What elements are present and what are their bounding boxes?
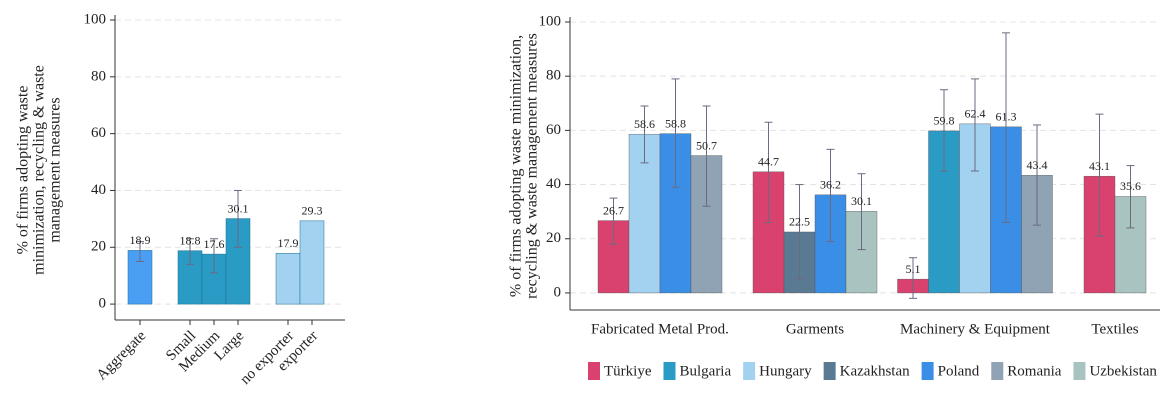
- y-axis-title: % of firms adopting waste minimization, r…: [15, 65, 64, 275]
- data-label: 35.6: [1120, 179, 1141, 193]
- legend-swatch: [588, 362, 600, 380]
- data-label: 17.6: [204, 237, 225, 251]
- legend-label: Uzbekistan: [1089, 363, 1157, 379]
- data-label: 18.8: [180, 233, 201, 247]
- y-tick-label: 60: [546, 122, 561, 138]
- legend-swatch: [1073, 362, 1086, 380]
- data-label: 58.6: [634, 117, 655, 131]
- data-label: 17.9: [278, 236, 299, 250]
- data-label: 59.8: [934, 114, 955, 128]
- y-axis-title: % of firms adopting waste minimization, r…: [508, 33, 541, 299]
- legend-swatch: [663, 362, 676, 380]
- data-label: 43.1: [1089, 159, 1110, 173]
- data-label: 26.7: [603, 203, 624, 217]
- y-tick-label: 20: [546, 230, 561, 246]
- data-label: 22.5: [789, 215, 810, 229]
- y-tick-label: 80: [546, 68, 561, 84]
- data-label: 30.1: [228, 201, 249, 215]
- data-label: 61.3: [996, 110, 1017, 124]
- y-tick-label: 100: [84, 11, 107, 27]
- y-tick-label: 100: [539, 13, 562, 29]
- data-label: 29.3: [302, 204, 323, 218]
- data-label: 43.4: [1027, 158, 1048, 172]
- y-tick-label: 0: [554, 284, 562, 300]
- y-tick-label: 0: [99, 296, 107, 312]
- data-label: 44.7: [758, 155, 779, 169]
- y-axis-title-line: % of firms adopting waste: [15, 86, 32, 255]
- data-label: 5.1: [906, 262, 921, 276]
- legend-label: Poland: [938, 363, 980, 379]
- y-axis-title-line: % of firms adopting waste minimization,: [508, 35, 525, 297]
- legend-swatch: [743, 362, 756, 380]
- legend-label: Kazakhstan: [840, 363, 910, 379]
- bar: [299, 220, 325, 305]
- legend-swatch: [991, 362, 1004, 380]
- x-tick-label: Fabricated Metal Prod.: [591, 321, 729, 337]
- data-label: 36.2: [820, 178, 841, 192]
- data-label: 50.7: [696, 138, 717, 152]
- y-axis-title-line: minimization, recycling & waste: [31, 65, 48, 275]
- y-tick-label: 40: [91, 182, 106, 198]
- data-label: 18.9: [130, 233, 151, 247]
- legend-label: Romania: [1007, 363, 1061, 379]
- data-label: 58.8: [665, 116, 686, 130]
- legend-label: Türkiye: [604, 363, 652, 379]
- x-tick-label: Garments: [786, 321, 844, 337]
- legend-label: Bulgaria: [679, 363, 731, 379]
- data-label: 62.4: [965, 107, 986, 121]
- x-tick-label: Aggregate: [94, 328, 150, 384]
- y-tick-label: 40: [546, 176, 561, 192]
- y-axis-title-line: recycling & waste management measures: [524, 33, 541, 299]
- legend-swatch: [921, 362, 934, 380]
- data-label: 30.1: [851, 194, 872, 208]
- y-tick-label: 60: [91, 125, 106, 141]
- legend-swatch: [823, 362, 836, 380]
- y-tick-label: 80: [91, 68, 106, 84]
- y-tick-label: 20: [91, 239, 106, 255]
- legend-label: Hungary: [759, 363, 812, 379]
- x-tick-label: Textiles: [1091, 321, 1138, 337]
- bar: [275, 252, 301, 305]
- y-axis-title-line: management measures: [47, 97, 64, 242]
- x-tick-label: Machinery & Equipment: [900, 321, 1051, 337]
